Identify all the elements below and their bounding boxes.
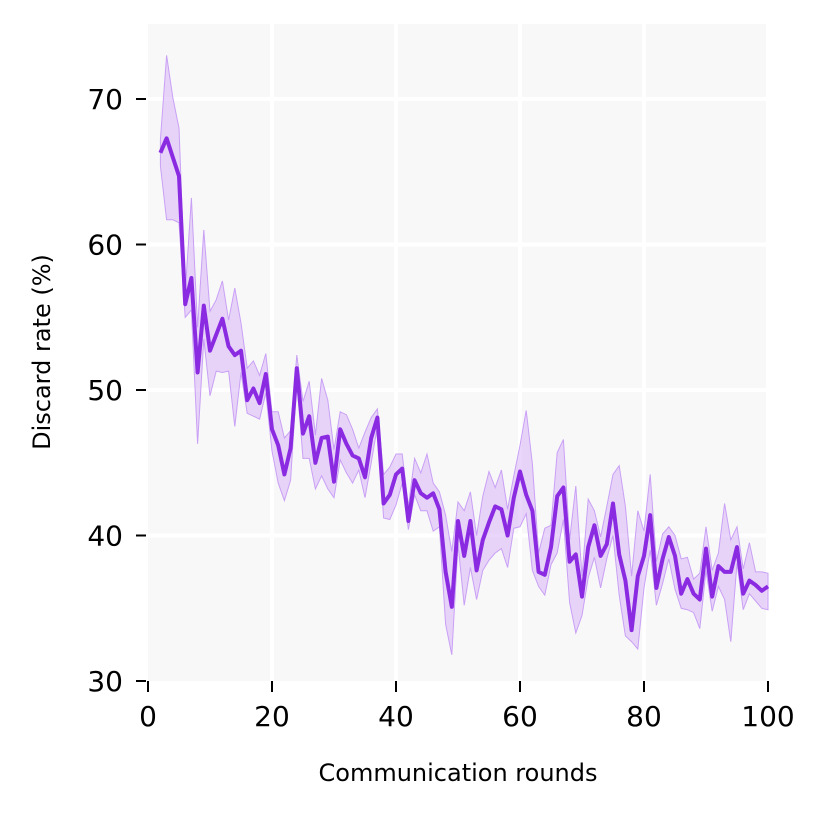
x-tick-label: 40: [378, 700, 414, 733]
y-tick-label: 70: [87, 83, 123, 116]
y-axis: 30 40 50 60 70: [87, 83, 146, 698]
x-tick-label: 80: [626, 700, 662, 733]
x-tick-label: 100: [741, 700, 794, 733]
x-axis: 0 20 40 60 80 100: [139, 681, 795, 733]
x-tick-label: 60: [502, 700, 538, 733]
discard-rate-line: [158, 136, 770, 633]
x-tick-label: 0: [139, 700, 157, 733]
y-tick-label: 40: [87, 520, 123, 553]
y-tick-label: 60: [87, 229, 123, 262]
x-tick-label: 20: [254, 700, 290, 733]
y-tick-label: 30: [87, 665, 123, 698]
y-axis-title: Discard rate (%): [28, 254, 56, 450]
x-axis-title: Communication rounds: [319, 759, 598, 787]
confidence-band: [159, 55, 769, 655]
y-tick-label: 50: [87, 374, 123, 407]
